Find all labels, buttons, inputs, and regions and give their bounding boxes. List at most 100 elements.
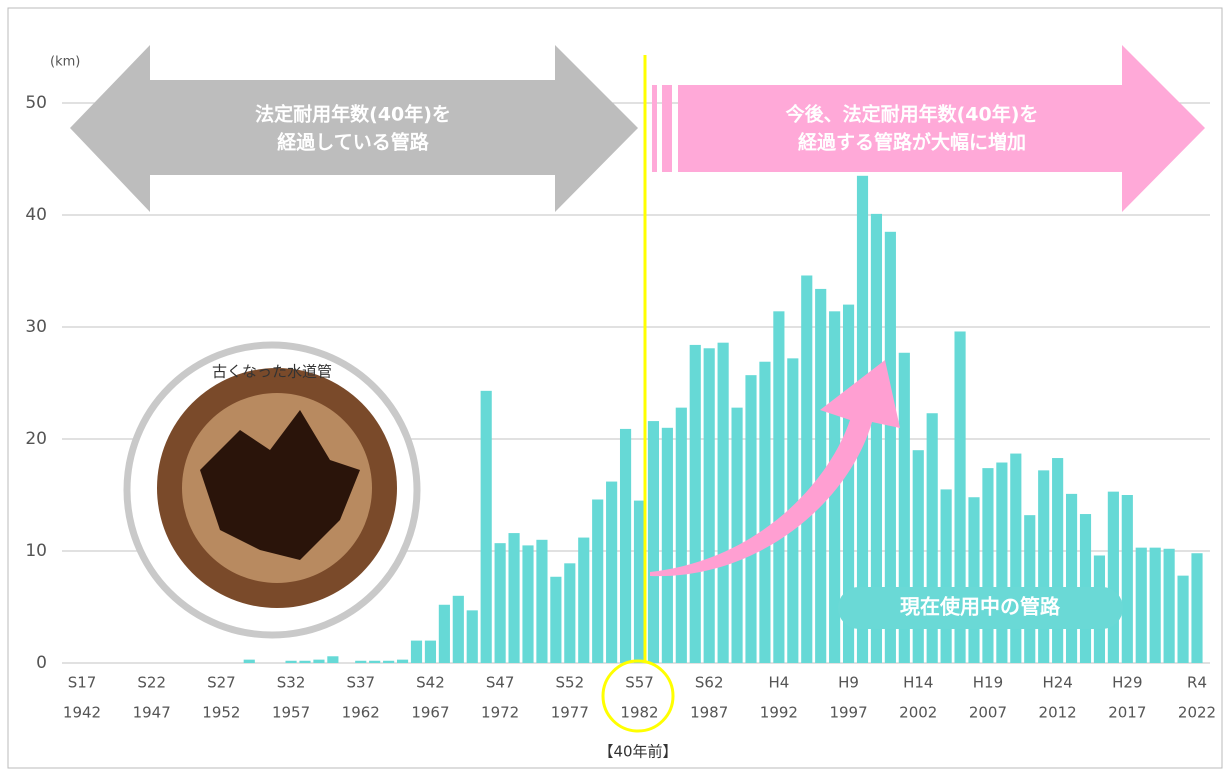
bar	[299, 660, 311, 663]
bar	[745, 375, 757, 663]
y-tick-label: 50	[25, 93, 47, 113]
bar	[1107, 491, 1119, 663]
x-tick-label: 1987	[690, 704, 728, 722]
bar	[940, 489, 952, 663]
bar	[717, 342, 729, 663]
bar	[522, 545, 534, 663]
bar	[884, 231, 896, 664]
bar	[466, 610, 478, 663]
x-tick-era: R4	[1187, 674, 1207, 692]
y-tick-label: 0	[36, 653, 47, 673]
bar	[1191, 553, 1203, 663]
bar	[1052, 458, 1064, 663]
x-tick-label: 1957	[272, 704, 310, 722]
bar	[870, 213, 883, 663]
x-tick-era: H4	[768, 674, 789, 692]
x-tick-era: S47	[486, 674, 515, 692]
x-tick-era: S42	[416, 674, 445, 692]
y-tick-label: 10	[25, 541, 47, 561]
bar	[369, 660, 381, 663]
x-tick-label: 1942	[63, 704, 101, 722]
x-tick-label: 1952	[202, 704, 240, 722]
x-tick-label: 1992	[760, 704, 798, 722]
x-tick-label: 1982	[620, 704, 658, 722]
bar	[578, 537, 590, 663]
growth-arrow	[650, 360, 900, 577]
arrow-stripe	[662, 85, 672, 172]
bar	[912, 450, 924, 663]
bar	[703, 348, 715, 663]
bar	[731, 407, 743, 663]
bar	[313, 659, 325, 663]
bar	[494, 543, 506, 663]
x-tick-label: 1997	[829, 704, 867, 722]
pipe-photo	[200, 410, 360, 560]
future-arrow	[678, 45, 1205, 212]
y-unit: (km)	[50, 55, 80, 70]
bar	[383, 660, 395, 663]
bar	[1163, 548, 1175, 663]
x-tick-label: 2007	[969, 704, 1007, 722]
x-tick-era: S22	[137, 674, 166, 692]
bar	[689, 344, 701, 663]
bar	[619, 428, 632, 663]
y-tick-label: 40	[25, 205, 47, 225]
x-tick-label: 2002	[899, 704, 937, 722]
bar	[452, 595, 464, 663]
photo-caption: 古くなった水道管	[212, 363, 332, 381]
x-tick-label: 1977	[551, 704, 589, 722]
x-tick-label: 2012	[1039, 704, 1077, 722]
bar	[1065, 493, 1078, 663]
bar	[954, 331, 966, 663]
forty-years-ago: 【40年前】	[598, 743, 677, 761]
bar	[1135, 547, 1147, 663]
bar	[1177, 575, 1189, 663]
bar	[564, 563, 576, 663]
bar	[243, 659, 255, 663]
bar	[480, 390, 492, 663]
current-label-bg	[838, 587, 1123, 629]
x-tick-label: 1967	[411, 704, 449, 722]
past-arrow-text: 経過している管路	[277, 131, 429, 154]
bar	[759, 361, 771, 663]
bar	[1149, 547, 1161, 663]
x-tick-label: 1962	[342, 704, 380, 722]
bar	[982, 468, 994, 663]
bar	[438, 604, 450, 663]
bar	[550, 576, 562, 663]
bar	[773, 311, 785, 663]
bar	[606, 481, 618, 663]
bar	[410, 640, 423, 663]
x-tick-era: S52	[556, 674, 585, 692]
future-arrow-text: 経過する管路が大幅に増加	[798, 131, 1026, 154]
bar	[592, 499, 604, 663]
x-tick-era: H9	[838, 674, 859, 692]
y-tick-label: 30	[25, 317, 47, 337]
x-tick-label: 1947	[133, 704, 171, 722]
x-tick-label: 2022	[1178, 704, 1216, 722]
bar	[508, 533, 520, 663]
past-arrow-text: 法定耐用年数(40年)を	[255, 103, 451, 126]
past-arrow	[70, 45, 638, 212]
bar	[633, 500, 646, 663]
bar	[647, 421, 660, 663]
bar	[675, 407, 687, 663]
bar	[926, 413, 938, 663]
x-tick-era: H29	[1112, 674, 1142, 692]
x-tick-era: H19	[973, 674, 1003, 692]
bar	[996, 462, 1008, 663]
bar	[1121, 495, 1133, 663]
x-tick-label: 1972	[481, 704, 519, 722]
bar	[536, 539, 548, 663]
bar	[1010, 453, 1022, 663]
x-tick-label: 2017	[1108, 704, 1146, 722]
x-tick-era: S62	[695, 674, 724, 692]
x-tick-era: S37	[346, 674, 375, 692]
current-label: 現在使用中の管路	[900, 595, 1061, 619]
x-tick-era: S57	[625, 674, 654, 692]
bar	[842, 304, 855, 663]
bar	[327, 656, 339, 663]
x-tick-era: S17	[68, 674, 97, 692]
bar	[1038, 470, 1050, 663]
